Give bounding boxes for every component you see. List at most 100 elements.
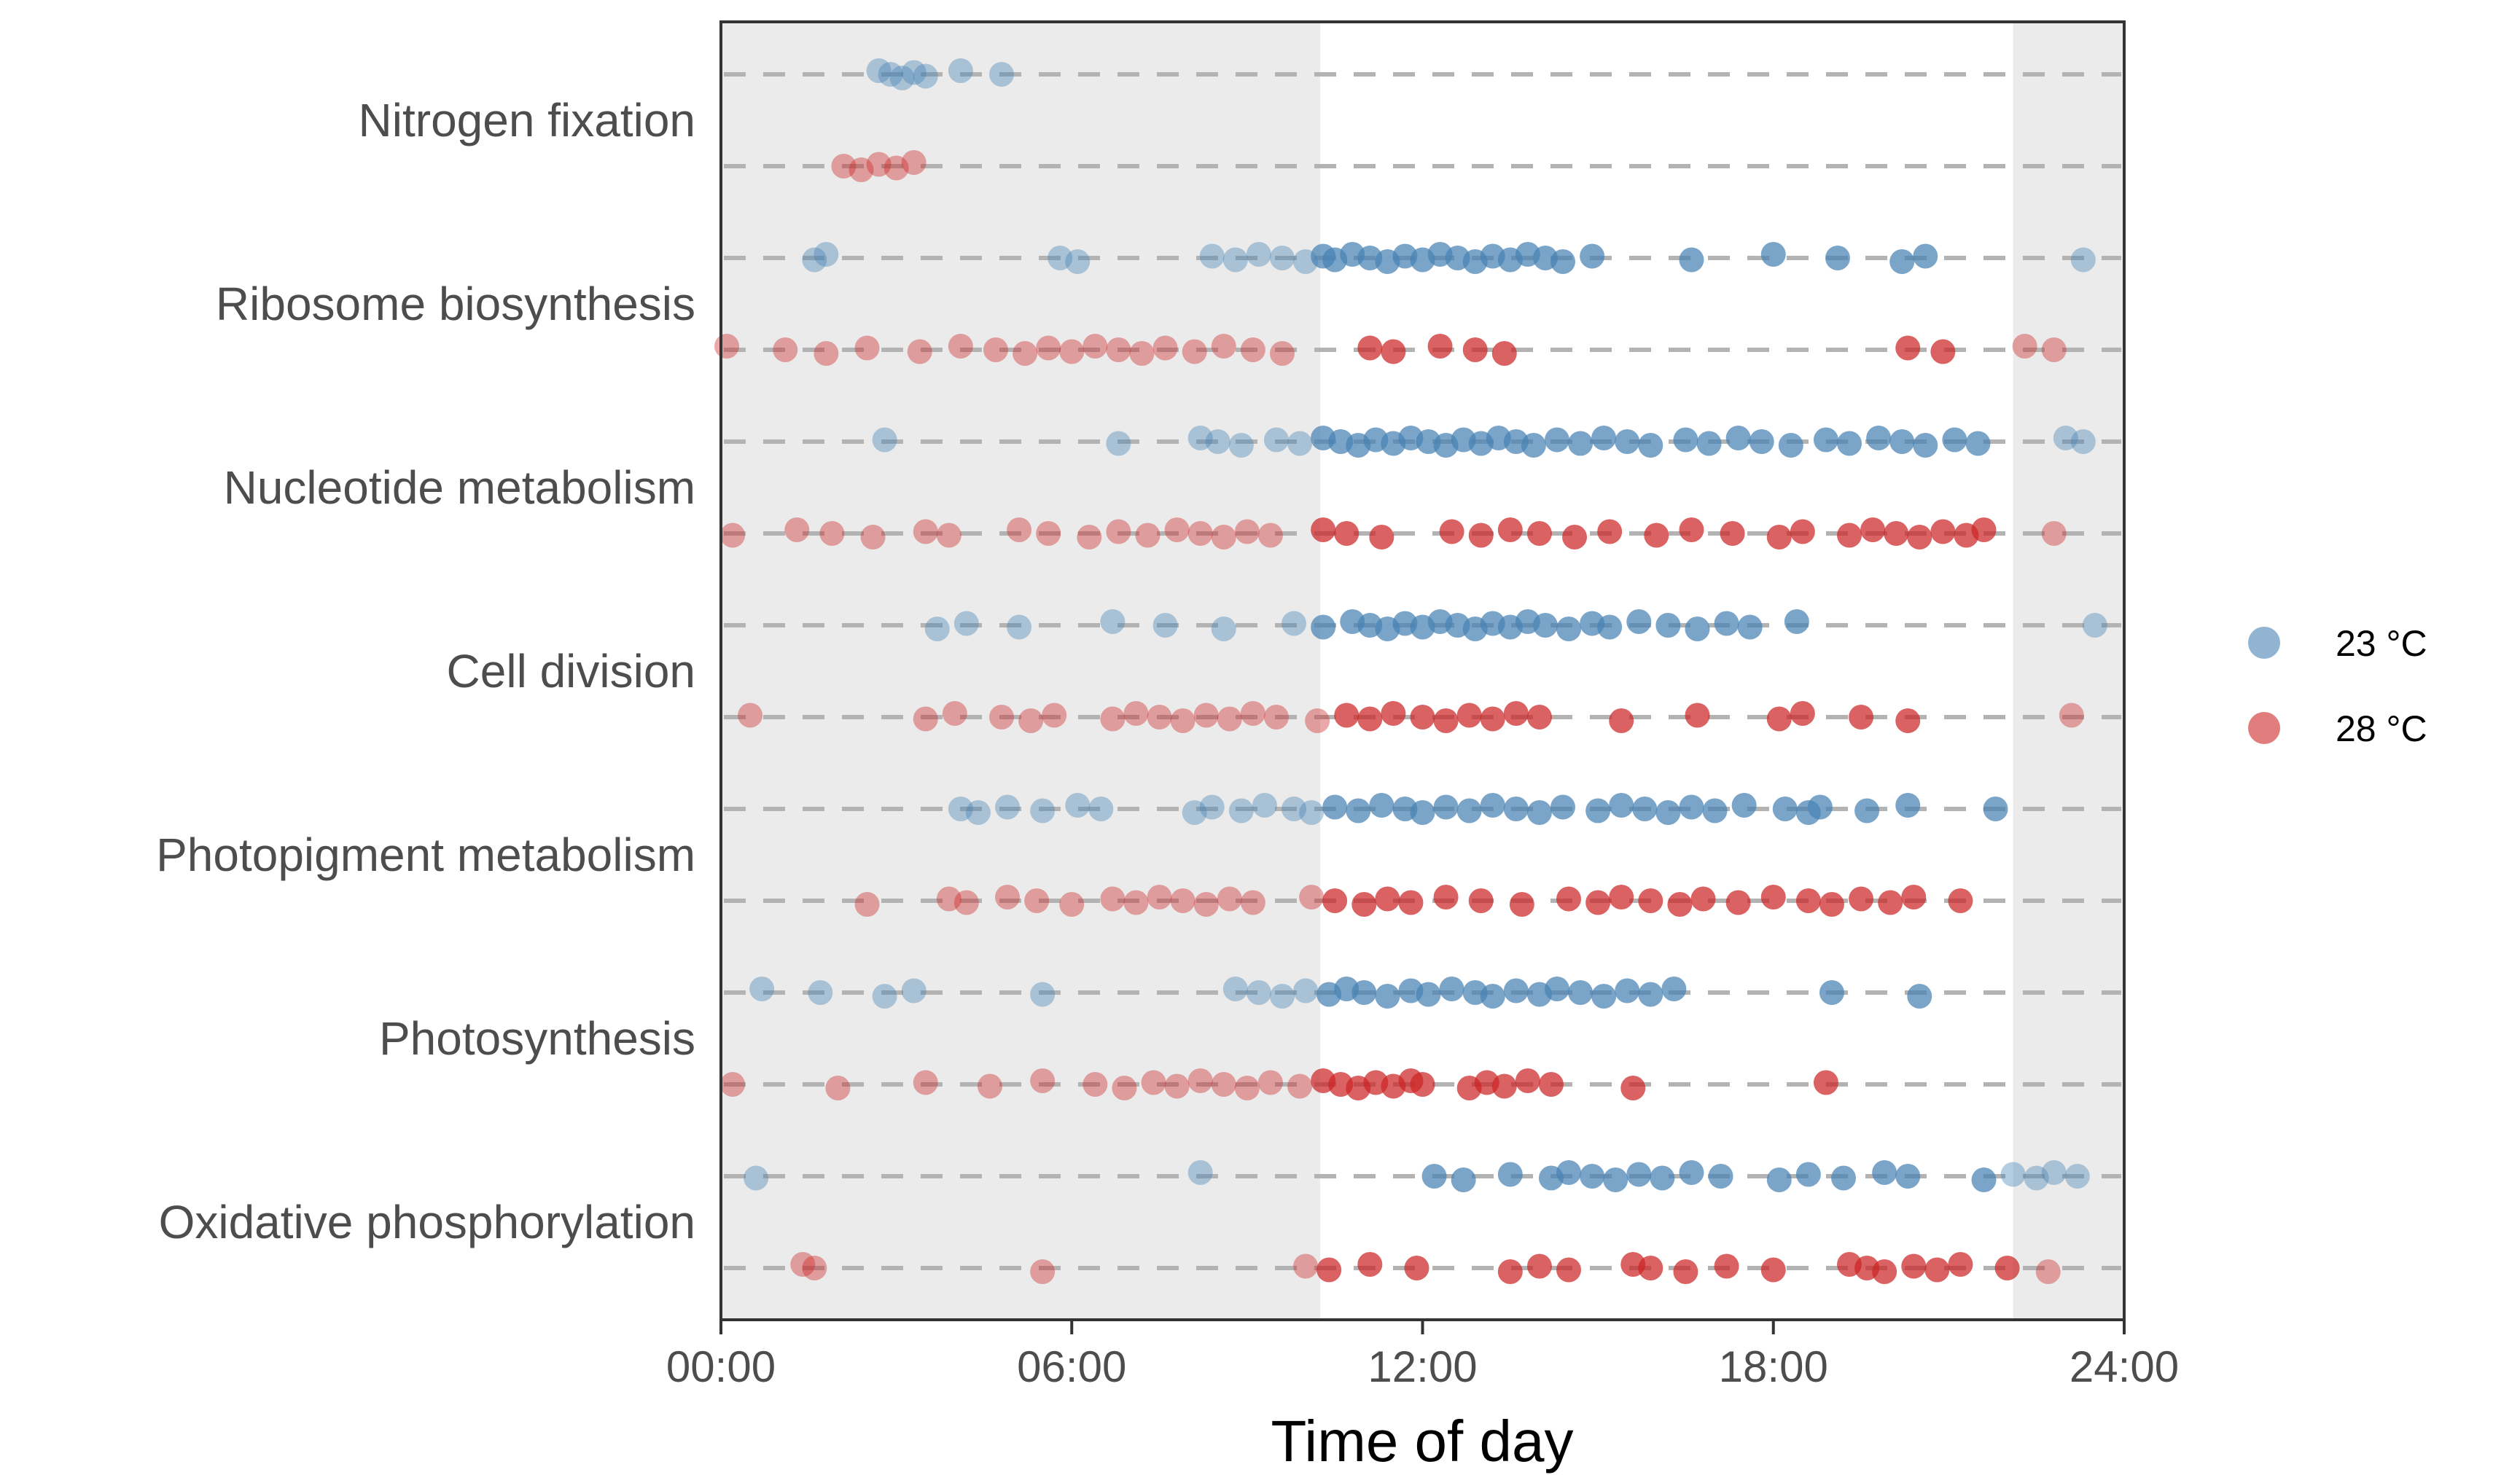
data-point <box>1030 1259 1056 1284</box>
data-point <box>1193 703 1219 728</box>
data-point <box>1398 890 1424 915</box>
x-tick-label: 24:00 <box>2070 1342 2179 1391</box>
data-point <box>1018 708 1044 733</box>
data-point <box>1580 243 1605 269</box>
data-point <box>1772 797 1798 821</box>
data-point <box>1141 1070 1166 1095</box>
data-point <box>1164 517 1190 542</box>
category-labels: Nitrogen fixation Ribosome biosynthesis Nu… <box>156 94 695 1248</box>
data-point <box>1375 886 1400 912</box>
data-point <box>1568 980 1593 1005</box>
data-point <box>1211 334 1236 359</box>
data-point <box>1205 429 1230 454</box>
data-point <box>1187 521 1213 546</box>
data-point <box>965 800 991 825</box>
data-point <box>1538 1072 1564 1097</box>
data-point <box>1211 617 1236 641</box>
data-point <box>1164 1073 1190 1099</box>
data-point <box>1246 980 1271 1005</box>
data-point <box>2000 1162 2026 1187</box>
data-point <box>1509 892 1534 917</box>
data-point <box>1112 1076 1137 1100</box>
data-point <box>1813 427 1838 453</box>
data-point <box>1030 982 1056 1007</box>
data-point <box>1293 1253 1319 1279</box>
data-point <box>2064 1164 2090 1189</box>
data-point <box>1901 1253 1927 1279</box>
data-point <box>744 1165 769 1191</box>
data-point <box>1007 517 1032 542</box>
data-point <box>1240 701 1265 726</box>
data-point <box>2041 1160 2067 1185</box>
data-point <box>1222 977 1248 1001</box>
data-point <box>1480 793 1505 818</box>
data-point <box>1270 984 1295 1009</box>
data-point <box>866 58 892 83</box>
data-point <box>1334 521 1360 546</box>
data-point <box>1439 977 1464 1001</box>
data-point <box>1491 341 1517 366</box>
data-point <box>1088 797 1114 821</box>
data-point <box>808 980 833 1005</box>
data-point <box>1942 427 1967 453</box>
data-point <box>773 337 798 362</box>
data-point <box>1182 800 1207 825</box>
category-label: Ribosome biosynthesis <box>216 278 695 330</box>
data-point <box>1679 794 1704 820</box>
data-point <box>1813 1070 1838 1095</box>
data-point <box>1100 706 1126 732</box>
data-point <box>1287 1073 1313 1099</box>
data-point <box>1685 703 1710 728</box>
data-point <box>1316 1257 1342 1283</box>
category-label: Photosynthesis <box>379 1012 695 1065</box>
data-point <box>790 1252 816 1277</box>
data-point <box>1024 888 1050 913</box>
data-point <box>1778 433 1803 458</box>
data-point <box>1591 984 1617 1009</box>
data-point <box>738 703 763 728</box>
x-axis: 00:00 06:00 12:00 18:00 24:00 <box>666 1318 2179 1391</box>
data-point <box>1135 523 1160 548</box>
data-point <box>1007 614 1032 640</box>
data-point <box>1311 614 1336 640</box>
data-point <box>1638 1256 1663 1280</box>
data-point <box>1878 890 1903 915</box>
data-point <box>1246 242 1271 267</box>
data-point <box>1381 701 1406 726</box>
data-point <box>1065 249 1091 274</box>
data-point <box>1123 890 1149 915</box>
category-label: Nitrogen fixation <box>359 94 695 146</box>
data-point <box>1123 701 1149 726</box>
data-point <box>1889 249 1915 274</box>
data-point <box>1381 339 1406 364</box>
data-point <box>1609 793 1634 818</box>
data-point <box>1468 523 1494 548</box>
x-axis-title: Time of day <box>1271 1409 1574 1474</box>
data-point <box>1515 1068 1540 1093</box>
data-point <box>1503 701 1529 726</box>
x-tick-label: 06:00 <box>1017 1342 1126 1391</box>
data-point <box>1556 1257 1582 1283</box>
data-point <box>1497 517 1523 542</box>
data-point <box>1673 1259 1698 1284</box>
data-point <box>1287 431 1313 456</box>
data-point <box>1357 335 1383 361</box>
data-point <box>1147 705 1172 729</box>
data-point <box>1410 800 1435 825</box>
data-point <box>1059 892 1085 917</box>
data-point <box>1895 1164 1921 1189</box>
data-point <box>1416 982 1441 1007</box>
data-point <box>936 523 961 548</box>
data-point <box>1322 888 1348 913</box>
data-point <box>1357 1252 1383 1277</box>
data-point <box>1439 519 1464 544</box>
data-point <box>1305 708 1330 733</box>
data-point <box>1252 793 1277 818</box>
data-point <box>1456 703 1482 728</box>
data-point <box>1170 888 1195 913</box>
data-point <box>1696 431 1722 456</box>
data-point <box>1580 1164 1605 1189</box>
data-point <box>1199 794 1225 820</box>
data-point <box>866 152 892 177</box>
